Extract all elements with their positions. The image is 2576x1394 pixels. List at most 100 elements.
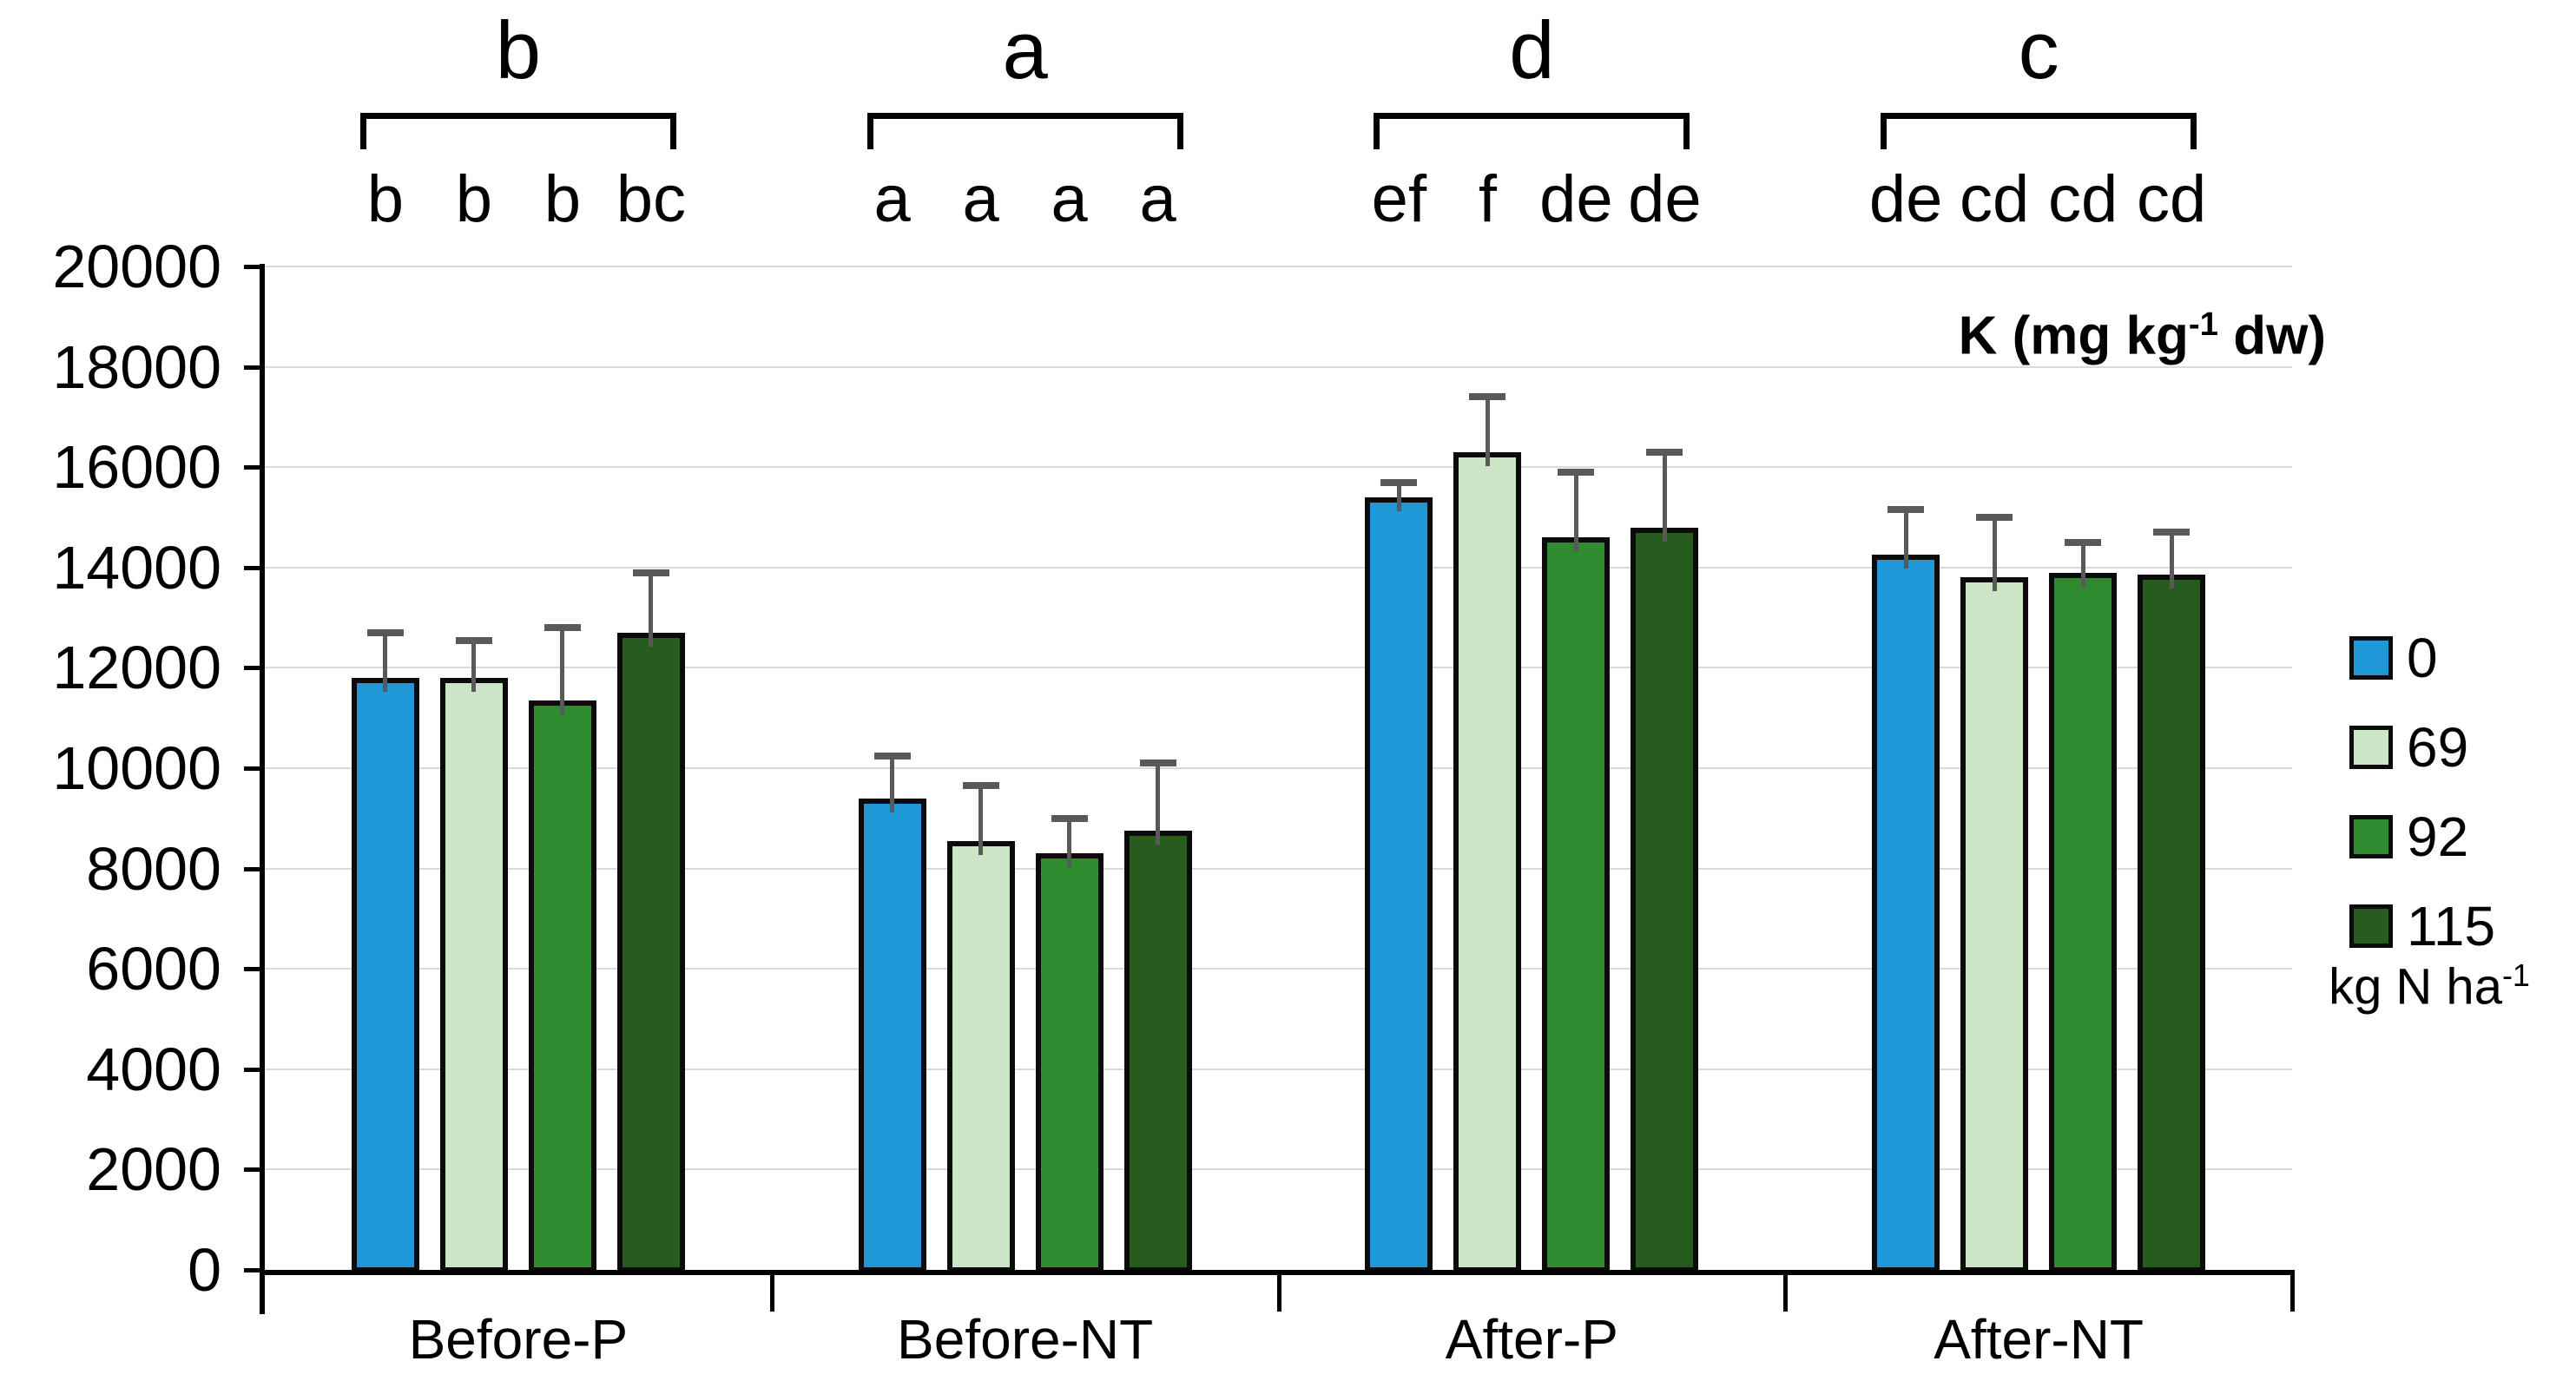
- significance-letter: cd: [1959, 162, 2030, 236]
- group-bracket-left-tick: [1374, 113, 1380, 149]
- legend-swatch: [2349, 815, 2393, 858]
- y-axis-tick: [244, 666, 265, 671]
- bar-after-p-n115: [1631, 527, 1699, 1272]
- y-axis-tick-label: 16000: [52, 433, 221, 502]
- significance-letter: de: [1868, 162, 1943, 236]
- y-axis-tick-label: 18000: [52, 332, 221, 401]
- group-bracket: [866, 113, 1183, 119]
- legend-item-n0: 0: [2349, 630, 2438, 686]
- gridline: [265, 1068, 2292, 1070]
- bar-after-p-n69: [1453, 451, 1522, 1272]
- legend-label: 0: [2407, 627, 2438, 689]
- gridline: [265, 667, 2292, 669]
- group-bracket-left-tick: [359, 113, 366, 149]
- bar-after-nt-n0: [1872, 555, 1940, 1272]
- legend-swatch: [2349, 636, 2393, 680]
- error-bar-whisker: [2080, 542, 2085, 587]
- y-axis-tick-label: 8000: [86, 834, 221, 903]
- chart-title: K (mg kg-1 dw): [1959, 293, 2326, 368]
- error-bar-whisker: [2169, 532, 2174, 589]
- error-bar-whisker: [1903, 510, 1908, 569]
- y-axis-tick: [244, 1167, 265, 1173]
- error-bar-cap: [1976, 514, 2013, 521]
- x-axis-group-separator: [769, 1270, 774, 1312]
- bar-after-nt-n69: [1960, 577, 2029, 1272]
- gridline: [265, 767, 2292, 769]
- y-axis-tick: [244, 1067, 265, 1072]
- gridline: [265, 266, 2292, 267]
- y-axis-tick: [244, 766, 265, 771]
- significance-letter: a: [873, 162, 911, 236]
- y-axis-tick-label: 20000: [52, 233, 221, 300]
- x-category-label: Before-NT: [897, 1308, 1154, 1371]
- significance-letter: a: [1139, 162, 1176, 236]
- bar-before-p-n69: [439, 677, 508, 1272]
- y-axis-tick: [244, 1268, 265, 1272]
- error-bar-cap: [544, 624, 581, 632]
- y-axis-tick-label: 14000: [52, 533, 221, 602]
- chart-title-superscript: -1: [2188, 306, 2219, 343]
- gridline: [265, 365, 2292, 368]
- bar-before-nt-n92: [1035, 853, 1104, 1272]
- error-bar-whisker: [649, 572, 654, 647]
- y-axis-tick-label: 12000: [52, 634, 221, 702]
- group-bracket-right-tick: [2191, 113, 2197, 149]
- legend-item-n69: 69: [2349, 720, 2468, 775]
- error-bar-cap: [1469, 393, 1506, 401]
- significance-letter: cd: [2136, 162, 2207, 236]
- group-significance-letter: d: [1509, 4, 1555, 95]
- y-axis-line: [260, 264, 265, 1314]
- error-bar-cap: [962, 782, 999, 790]
- error-bar-cap: [366, 628, 404, 636]
- bar-before-nt-n69: [946, 840, 1015, 1272]
- significance-letter: a: [1051, 162, 1088, 236]
- y-axis-tick: [244, 565, 265, 570]
- error-bar-whisker: [890, 755, 895, 812]
- error-bar-cap: [1139, 759, 1176, 767]
- y-axis-tick-label: 4000: [86, 1035, 221, 1103]
- y-axis-tick: [244, 365, 265, 370]
- group-bracket: [359, 113, 676, 119]
- group-bracket: [1881, 113, 2197, 119]
- group-bracket-right-tick: [1683, 113, 1690, 149]
- gridline: [265, 1168, 2292, 1171]
- error-bar-whisker: [1156, 763, 1161, 845]
- significance-letter: ef: [1371, 162, 1427, 236]
- group-bracket: [1374, 113, 1690, 119]
- x-category-label: Before-P: [408, 1308, 629, 1371]
- error-bar-cap: [455, 636, 492, 644]
- x-axis-group-separator: [1783, 1270, 1789, 1312]
- significance-letter: b: [455, 162, 493, 236]
- error-bar-whisker: [560, 628, 565, 714]
- bar-after-p-n92: [1542, 537, 1611, 1272]
- legend-item-n115: 115: [2349, 898, 2495, 954]
- group-significance-letter: b: [495, 4, 542, 95]
- group-bracket-right-tick: [1176, 113, 1183, 149]
- bar-before-nt-n0: [858, 798, 926, 1272]
- legend-label: 92: [2407, 805, 2469, 868]
- error-bar-whisker: [471, 640, 477, 692]
- bar-after-nt-n115: [2138, 575, 2206, 1272]
- error-bar-cap: [632, 569, 669, 576]
- y-axis-tick: [244, 866, 265, 871]
- y-axis-tick-label: 2000: [86, 1135, 221, 1204]
- x-category-label: After-P: [1445, 1308, 1618, 1371]
- legend-swatch: [2349, 904, 2393, 948]
- y-axis-tick: [244, 465, 265, 470]
- legend-swatch: [2349, 726, 2393, 769]
- significance-letter: de: [1539, 162, 1613, 236]
- group-bracket-left-tick: [866, 113, 873, 149]
- significance-letter: cd: [2047, 162, 2118, 236]
- x-axis-group-separator: [2290, 1270, 2295, 1312]
- error-bar-whisker: [1067, 818, 1072, 868]
- legend-label: 69: [2407, 716, 2469, 779]
- x-category-label: After-NT: [1934, 1308, 2144, 1371]
- group-bracket-left-tick: [1881, 113, 1888, 149]
- legend-label: 115: [2407, 895, 2496, 957]
- error-bar-cap: [1888, 506, 1925, 514]
- chart-title-unit-suffix: dw): [2218, 306, 2326, 366]
- bar-after-p-n0: [1365, 496, 1433, 1272]
- significance-letter: f: [1478, 162, 1497, 236]
- significance-letter: bc: [616, 162, 687, 236]
